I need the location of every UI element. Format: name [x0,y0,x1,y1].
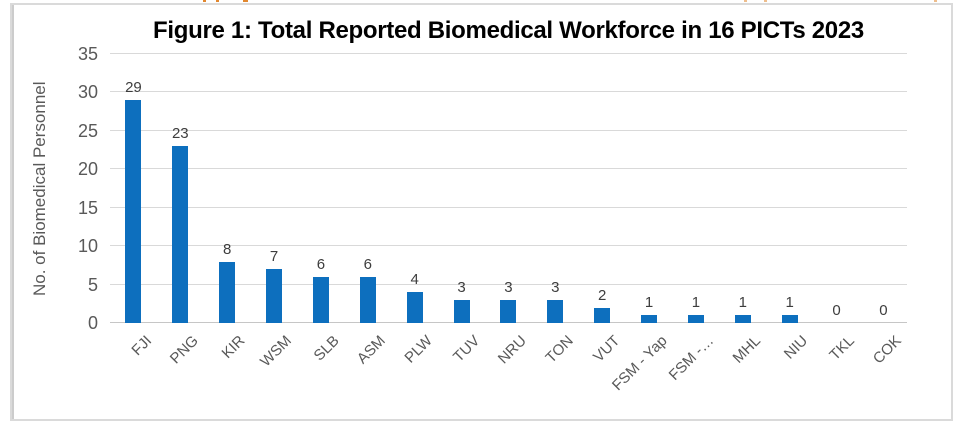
chart-title: Figure 1: Total Reported Biomedical Work… [153,17,864,44]
y-tick-label: 5 [87,274,98,295]
x-axis-label: ASM [354,332,390,368]
bar-slot: 29 FJI [110,54,157,359]
bar [406,292,423,323]
top-artifacts [0,0,968,3]
plot-area: 0 5 10 15 20 25 30 35 29 FJI 23 PNG 8 KIR 7 WSM 6 SLB 6 ASM… [78,45,907,394]
bar [219,261,236,323]
bar [359,276,376,323]
bar-slot: 3 TON [532,54,579,367]
x-axis-label: VUT [590,332,624,366]
bar-value-label: 8 [223,240,232,258]
bar-value-label: 29 [125,79,142,97]
cropped-text-artifact [243,0,248,2]
x-axis-label: NIU [780,332,812,363]
gridline [110,283,907,285]
x-axis-label: NRU [494,332,530,368]
bar-slot: 0 TKL [813,54,860,364]
bars-row: 29 FJI 23 PNG 8 KIR 7 WSM 6 SLB 6 ASM 4 PLW 3 TUV 3 NRU 3 T… [110,54,907,394]
bar [500,299,517,323]
gridline [110,53,907,54]
bar [641,315,658,323]
x-axis-label: KIR [218,332,249,363]
gridline [110,91,907,93]
gridline [110,168,907,170]
bar [687,315,704,323]
chart-frame[interactable]: Figure 1: Total Reported Biomedical Work… [10,3,953,421]
x-axis-label: PNG [166,332,202,368]
bar-value-label: 1 [691,294,701,312]
bar-slot: 1 MHL [719,54,766,366]
bar-value-label: 7 [269,248,279,266]
y-tick-label: 10 [77,236,98,257]
cropped-text-artifact [934,0,937,2]
bar-slot: 1 FSM -… [666,54,720,383]
bar-slot: 3 TUV [438,54,485,366]
bar-value-label: 1 [738,294,747,312]
x-axis-label: WSM [257,332,296,371]
bar-slot: 6 ASM [344,54,391,367]
x-axis-label: TUV [449,332,483,366]
bar-value-label: 3 [457,278,466,296]
gridline [110,206,907,208]
bar [781,315,798,323]
cropped-text-artifact [203,0,206,2]
bar-slot: 0 COK [860,54,907,367]
bar [266,269,283,323]
bar [734,315,751,323]
bar-value-label: 23 [171,125,189,143]
x-axis-label: FJI [127,332,155,360]
x-axis-label: PLW [401,332,437,367]
cropped-text-artifact [216,0,219,2]
bar-slot: 1 FSM - Yap [609,54,673,394]
bar [453,299,470,323]
bar-value-label: 1 [785,294,794,312]
bar-slot: 3 NRU [485,54,532,367]
bar-value-label: 6 [363,255,372,273]
bar [125,100,142,323]
x-axis-label: TKL [826,332,858,364]
x-axis-label: FSM -… [665,332,718,384]
y-tick-label: 30 [77,82,98,103]
bar-value-label: 1 [644,294,654,312]
y-tick-label: 15 [77,197,98,218]
y-tick-label: 35 [77,44,98,64]
bar [547,299,564,323]
y-tick-label: 25 [77,120,98,141]
bar [172,146,189,323]
x-axis-label: COK [869,332,905,368]
bar-value-label: 0 [832,302,841,319]
bar-value-label: 3 [504,278,513,296]
bar-value-label: 6 [316,255,326,273]
bar [312,276,329,323]
bar-slot: 8 KIR [204,54,251,362]
x-axis-label: TON [542,332,577,367]
cropped-text-artifact [764,0,767,2]
x-axis-label: SLB [310,332,343,365]
y-tick-label: 20 [77,159,98,180]
cropped-text-artifact [744,0,747,2]
gridline [110,245,907,247]
bar-slot: 23 PNG [157,54,204,367]
bar-value-label: 2 [598,286,607,304]
bar-slot: 6 SLB [298,54,345,364]
gridline [110,129,907,131]
bar-value-label: 4 [410,271,419,289]
x-axis-label: MHL [729,332,765,367]
bar-slot: 4 PLW [391,54,438,366]
bar [594,307,611,323]
bar-slot: 2 VUT [579,54,626,366]
y-tick-label: 0 [87,313,98,333]
bar-slot: 1 NIU [766,54,813,362]
bar-value-label: 3 [551,278,560,296]
bar-slot: 7 WSM [251,54,298,370]
bar-value-label: 0 [879,302,888,319]
